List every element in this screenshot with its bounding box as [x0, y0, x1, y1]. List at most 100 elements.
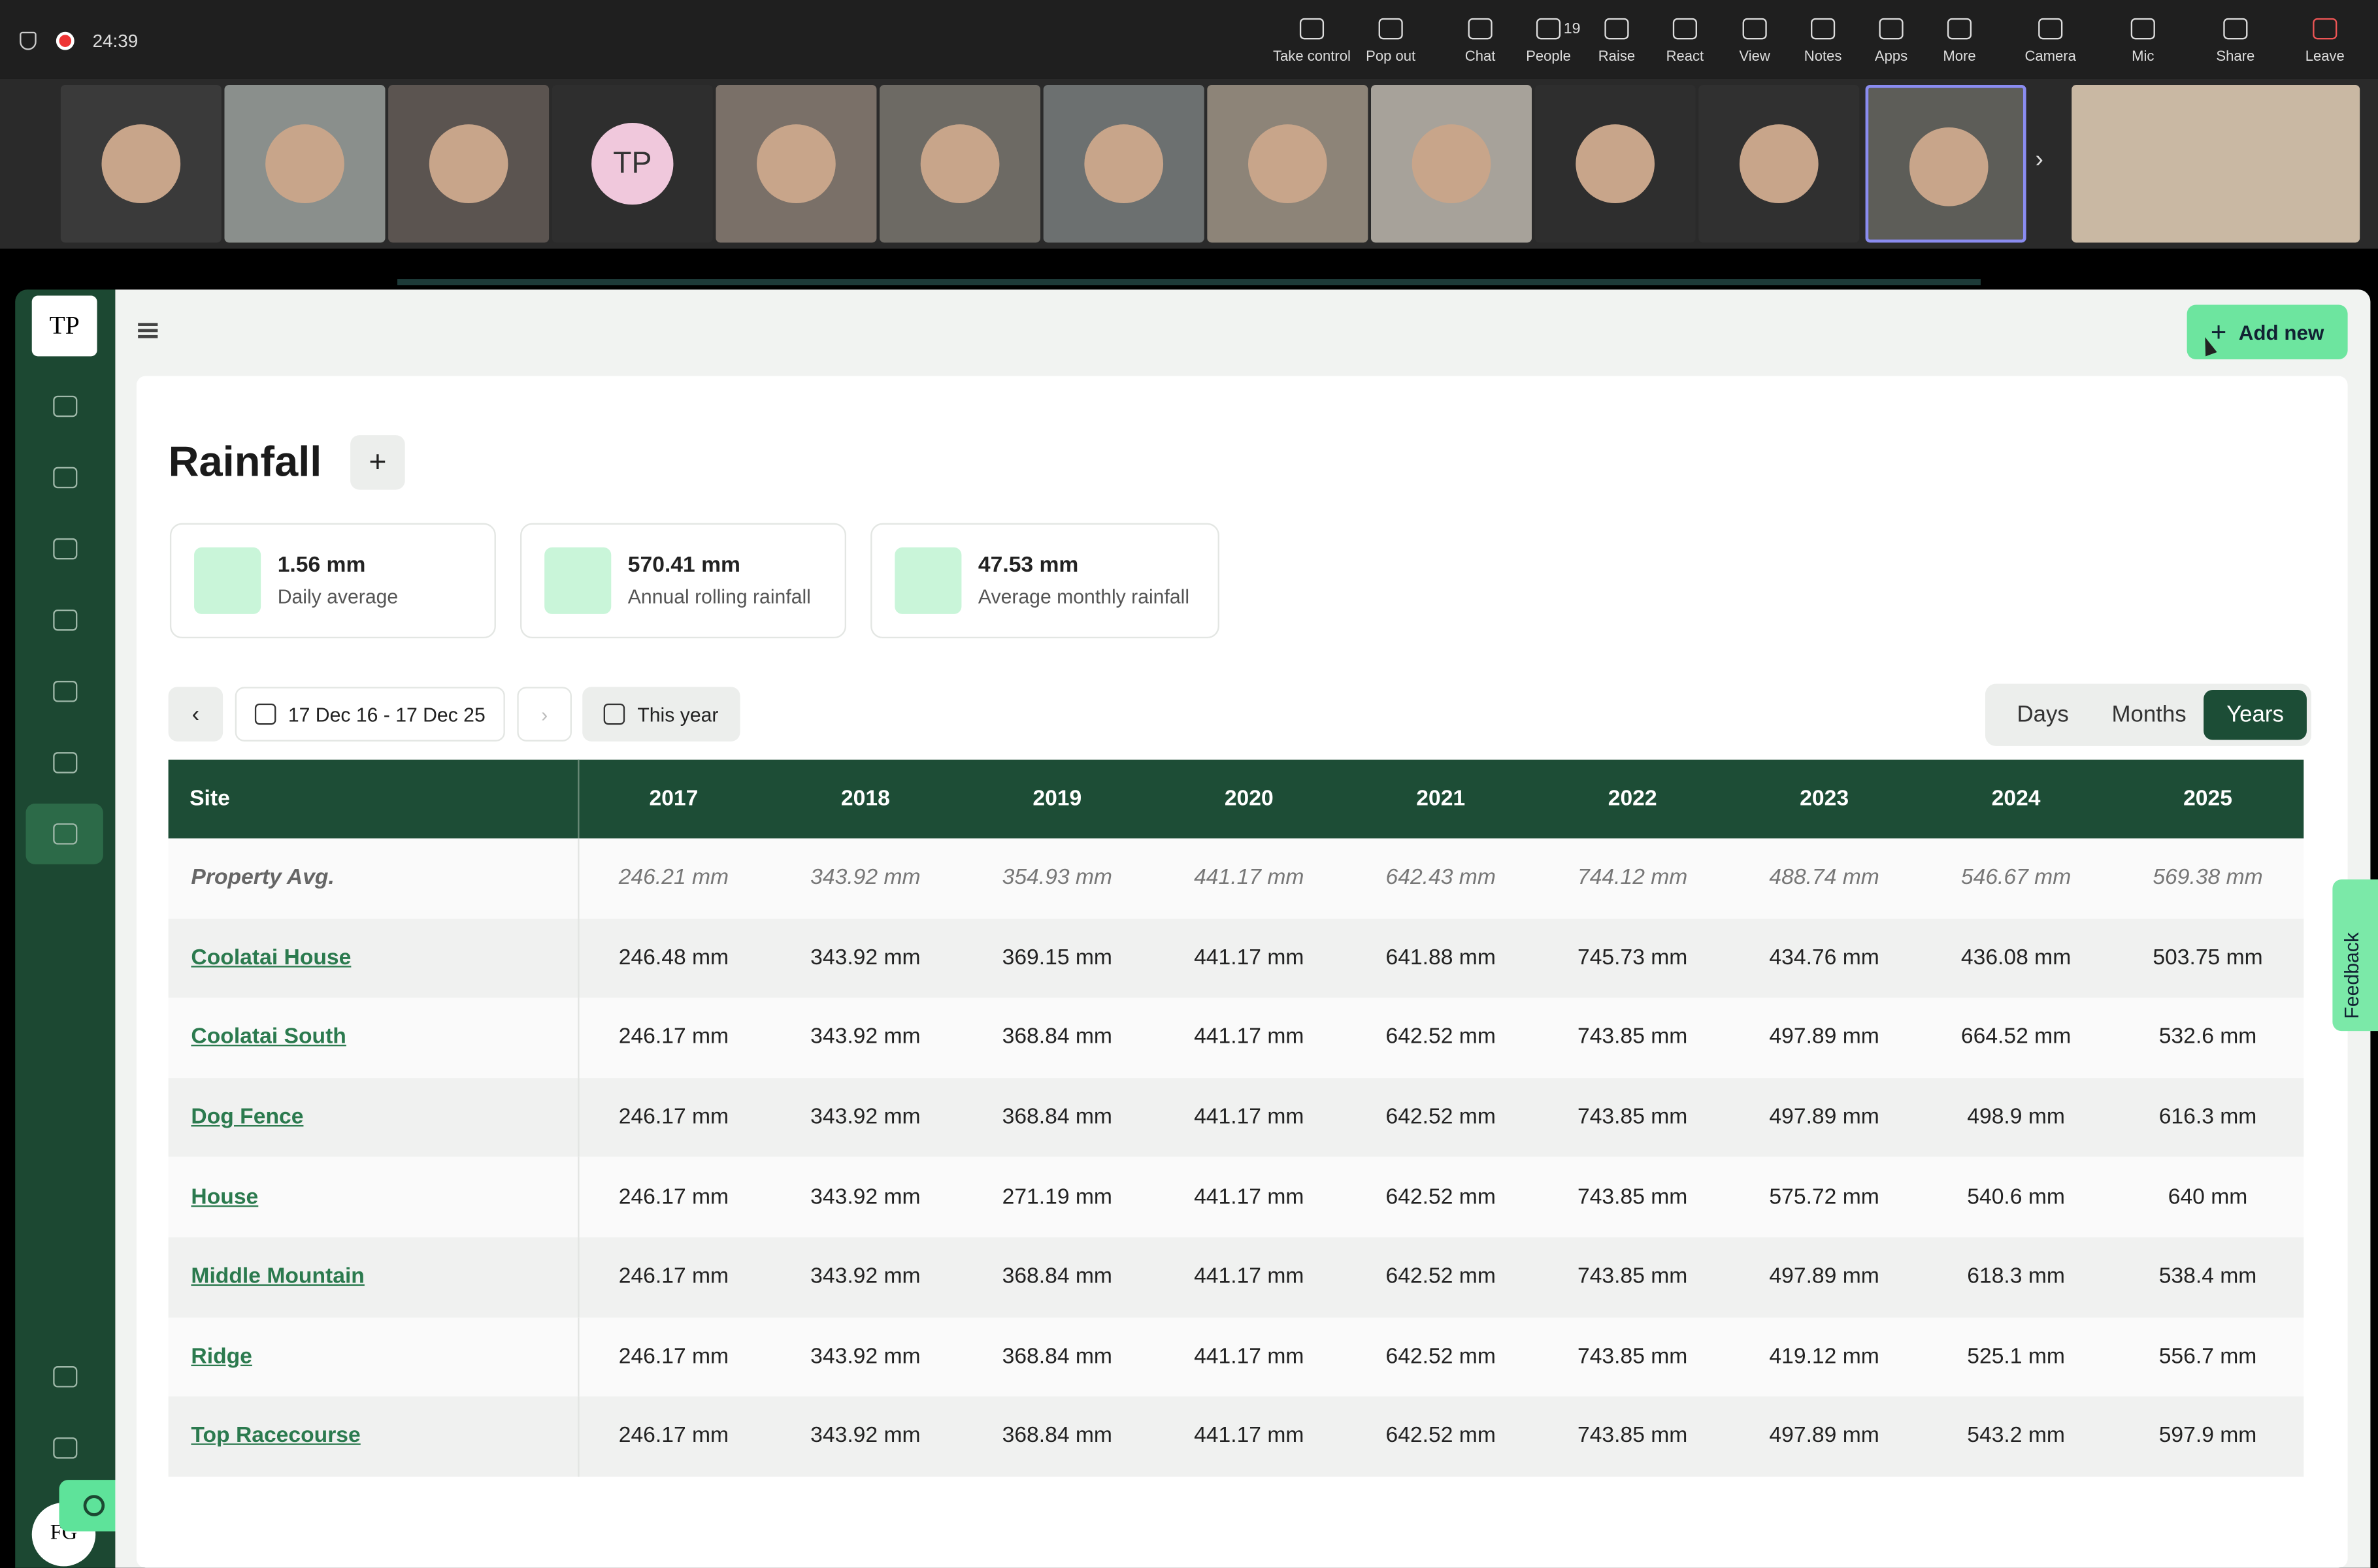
table-cell: 368.84 mm [1002, 1424, 1112, 1449]
prev-button[interactable]: ‹ [168, 687, 223, 742]
next-arrow[interactable]: › [2035, 147, 2043, 173]
nav-icon[interactable] [53, 752, 78, 774]
toolbar-button[interactable]: Apps [1845, 18, 1936, 65]
toolbar-icon [1604, 18, 1629, 40]
stat-icon [544, 547, 612, 614]
nav-icon[interactable] [53, 681, 78, 702]
toolbar-label: Mic [2132, 48, 2155, 65]
toolbar-button[interactable]: React [1640, 18, 1730, 65]
preset-label: This year [637, 702, 719, 726]
preset-button[interactable]: This year [582, 687, 740, 742]
toolbar-button[interactable]: Raise [1571, 18, 1662, 65]
table-cell: 419.12 mm [1769, 1345, 1879, 1369]
header-cell: 2020 [1224, 787, 1274, 811]
table-row [168, 1157, 2304, 1237]
toolbar-button[interactable]: Notes [1777, 18, 1868, 65]
table-cell: 246.48 mm [618, 945, 729, 971]
toolbar-icon [1468, 18, 1493, 40]
toolbar-button[interactable]: Take control [1266, 18, 1357, 65]
table-row [168, 1237, 2304, 1317]
video-tile [2072, 84, 2360, 243]
toolbar-button[interactable]: Pop out [1346, 18, 1436, 65]
nav-icon[interactable] [53, 609, 78, 631]
table-cell: 569.38 mm [2153, 866, 2263, 890]
site-link[interactable]: Middle Mountain [191, 1265, 365, 1290]
timer: 24:39 [92, 30, 139, 52]
site-link[interactable]: Top Racecourse [191, 1424, 361, 1449]
nav-icon[interactable] [53, 823, 78, 845]
toggle-option[interactable]: Days [2017, 702, 2069, 728]
nav-icon[interactable] [53, 1437, 78, 1459]
video-tile [1371, 84, 1532, 243]
shield-icon [20, 31, 37, 50]
stat-card: 47.53 mm Average monthly rainfall [870, 523, 1219, 639]
nav-icon[interactable] [53, 1366, 78, 1388]
table-row [168, 1316, 2304, 1397]
stat-label: Daily average [277, 585, 399, 608]
stat-value: 570.41 mm [627, 553, 740, 578]
table-cell: 556.7 mm [2158, 1345, 2257, 1369]
feedback-tab[interactable]: Feedback [2332, 879, 2378, 1032]
stat-value: 47.53 mm [978, 553, 1079, 578]
toolbar-button[interactable]: View [1709, 18, 1800, 65]
video-tile [1043, 84, 1204, 243]
header-cell: 2024 [1991, 787, 2041, 811]
table-cell: 498.9 mm [1967, 1105, 2065, 1130]
table-cell: 246.17 mm [618, 1025, 729, 1051]
table-row [168, 838, 2304, 919]
stat-icon [194, 547, 261, 614]
participant-video [101, 124, 181, 203]
site-link[interactable]: House [191, 1185, 259, 1210]
toolbar-button[interactable]: Share [2190, 18, 2281, 65]
toolbar-icon [1672, 18, 1697, 40]
toolbar-button[interactable]: Camera [2005, 18, 2096, 65]
toolbar-label: Take control [1273, 48, 1351, 65]
logo[interactable]: TP [31, 295, 97, 357]
site-link[interactable]: Ridge [191, 1345, 252, 1369]
nav-icon[interactable] [53, 538, 78, 560]
table-cell: 597.9 mm [2158, 1424, 2257, 1449]
toolbar-icon [2130, 18, 2155, 40]
feedback-label: Feedback [2339, 932, 2363, 1019]
site-link[interactable]: Dog Fence [191, 1105, 304, 1130]
nav-icon[interactable] [53, 395, 78, 417]
table-cell: 664.52 mm [1960, 1025, 2072, 1051]
toolbar-button[interactable]: More [1914, 18, 2005, 65]
toggle-option[interactable]: Months [2111, 702, 2187, 728]
table-cell: 642.52 mm [1385, 1265, 1496, 1290]
date-range[interactable]: 17 Dec 16 - 17 Dec 25 [235, 687, 505, 742]
row-divider [578, 998, 580, 1078]
add-chart-button[interactable]: + [350, 435, 405, 490]
table-cell: 538.4 mm [2158, 1265, 2257, 1290]
site-link[interactable]: Coolatai House [191, 945, 352, 971]
toggle-option[interactable]: Years [2204, 689, 2307, 740]
table-cell: 743.85 mm [1577, 1345, 1688, 1369]
site-link[interactable]: Coolatai South [191, 1025, 346, 1051]
toolbar-button[interactable]: Chat [1434, 18, 1525, 65]
table-cell: 441.17 mm [1194, 1345, 1304, 1369]
toolbar-label: Leave [2305, 48, 2345, 65]
table-cell: 246.17 mm [618, 1185, 729, 1210]
table-cell: 434.76 mm [1769, 945, 1879, 971]
table-cell: 497.89 mm [1769, 1424, 1879, 1449]
nav-icon[interactable] [53, 466, 78, 489]
participant-initials: TP [591, 122, 674, 205]
toolbar-button[interactable]: People 19 [1503, 18, 1594, 65]
table-cell: 642.52 mm [1385, 1105, 1496, 1130]
next-button[interactable]: › [517, 687, 572, 742]
table-cell: 343.92 mm [810, 945, 921, 971]
table-cell: 642.52 mm [1385, 1185, 1496, 1210]
table-cell: 642.52 mm [1385, 1025, 1496, 1051]
sidebar: TP FG › [15, 289, 154, 1568]
row-divider [578, 1316, 580, 1397]
menu-icon[interactable] [138, 323, 158, 338]
table-cell: 532.6 mm [2158, 1025, 2257, 1051]
toolbar-icon [1742, 18, 1767, 40]
add-new-button[interactable]: + Add new [2187, 304, 2348, 360]
table-cell: 744.12 mm [1577, 866, 1688, 890]
video-tile [1207, 84, 1368, 243]
table-cell: 441.17 mm [1194, 1105, 1304, 1130]
toolbar-button[interactable]: Leave [2279, 18, 2370, 65]
toolbar-button[interactable]: Mic [2098, 18, 2188, 65]
table-row [168, 1396, 2304, 1477]
